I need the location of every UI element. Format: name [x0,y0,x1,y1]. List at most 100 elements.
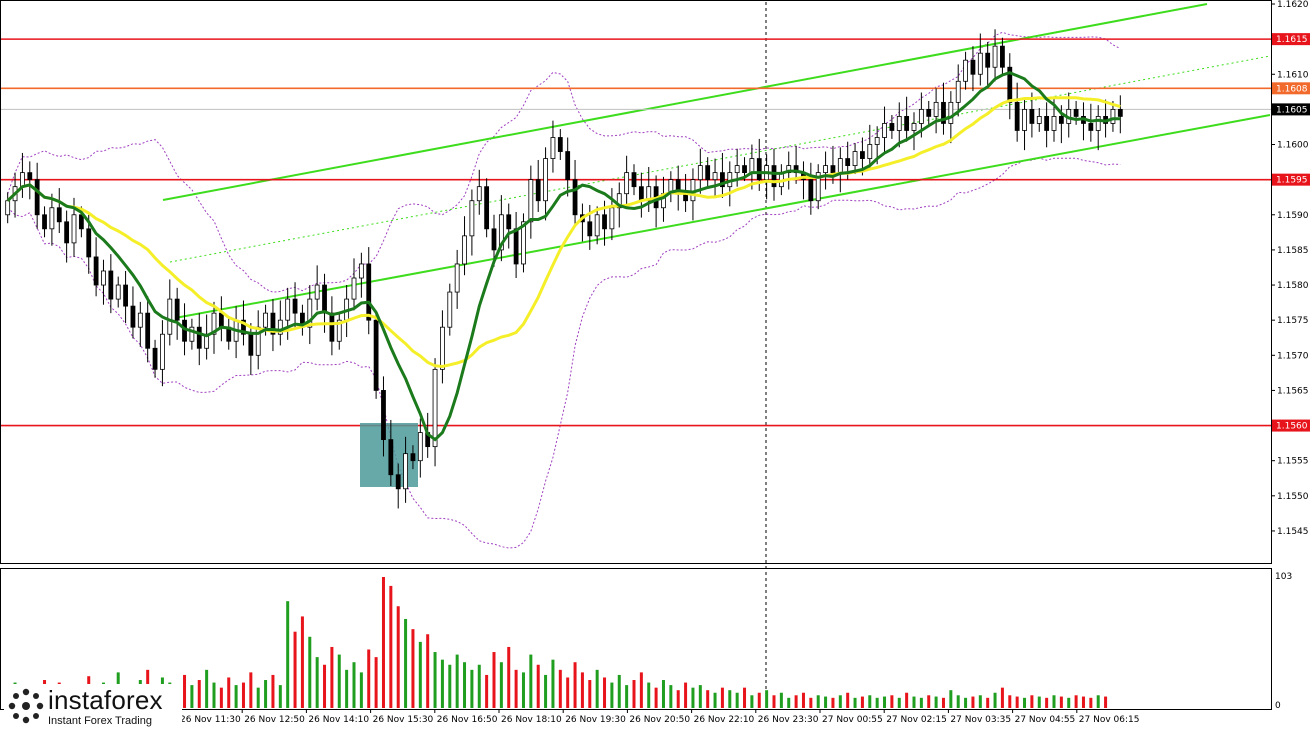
volume-bar [1008,695,1012,708]
candle-bull [609,207,615,230]
volume-bar [544,674,548,708]
volume-bar [625,685,629,708]
volume-bar [890,695,894,708]
candle-bull [896,116,902,131]
candle-bull [933,101,939,117]
candle-bear [1044,116,1050,131]
volume-bar [632,680,636,708]
volume-bar [330,646,334,708]
candle-bull [852,151,858,166]
candle-bear [218,312,224,328]
volume-bar [337,654,341,708]
volume-bar [757,692,761,708]
volume-bar [507,646,511,708]
trend-channel [162,3,1271,319]
candle-bear [34,179,40,216]
price-tick-label: 1.1575 [1277,316,1309,326]
volume-bar [1096,695,1100,708]
candle-bear [1117,108,1123,117]
volume-bar [794,695,798,708]
time-tick-label: 26 Nov 11:30 [180,715,241,725]
candle-bull [189,326,195,342]
volume-bar [610,682,614,708]
candle-bull [963,59,968,82]
candle-bear [1058,116,1064,124]
time-tick-label: 26 Nov 12:50 [244,715,305,725]
level-tag [1272,419,1310,432]
candle-bear [1073,108,1079,117]
volume-bar [440,659,444,708]
volume-bar [1030,695,1034,708]
price-tick-label: 1.1600 [1277,141,1309,151]
candle-bear [130,305,136,328]
volume-bar [499,662,503,708]
volume-bar [404,618,408,708]
volume-bar [706,690,710,708]
current-price-tag [1272,103,1310,116]
volume-bar [396,606,400,708]
time-tick-label: 27 Nov 02:15 [886,715,947,725]
volume-bar [536,664,540,708]
volume-bar [1081,696,1085,708]
candle-bear [270,312,276,335]
volume-bar [691,687,695,708]
volume-bar [595,669,599,708]
candle-bear [808,179,814,202]
volume-bar [426,634,430,708]
candle-bear [322,284,327,314]
candle-bear [329,312,335,342]
candle-bear [108,270,114,300]
volume-bar [227,677,231,708]
candle-bear [78,214,84,230]
volume-bar [580,672,584,708]
channel-lower-line [174,114,1271,319]
volume-bar [463,662,467,708]
volume-bar [964,697,968,708]
volume-bar [521,672,525,708]
volume-bar [816,695,820,708]
volume-bar [824,696,828,708]
candle-bull [823,165,828,174]
time-tick-label: 26 Nov 22:10 [694,715,755,725]
volume-bar [278,685,282,708]
candle-bear [86,228,92,258]
level-tag [1272,173,1310,186]
candle-bull [837,158,843,174]
candle-bear [64,221,70,244]
volume-bar [367,649,371,708]
ma-slow-line [6,96,1121,369]
current-price-label: 1.1605 [1276,105,1308,115]
volume-bar [838,695,842,708]
price-tick-label: 1.1545 [1277,527,1309,537]
volume-bar [234,685,238,708]
volume-bar [323,664,327,708]
candle-bear [1029,108,1035,124]
candle-bear [381,390,386,441]
volume-bar [654,687,658,708]
candle-bear [145,312,151,349]
candle-bear [565,151,571,181]
candle-bull [594,214,600,237]
candle-bull [160,333,165,370]
volume-bar [205,669,209,708]
volume-bar [212,682,216,708]
volume-bar [735,692,739,708]
volume-bar [971,696,975,708]
candle-bull [749,158,755,174]
candle-bear [904,116,910,131]
volume-bar [779,692,783,708]
candle-bull [911,123,917,131]
volume-bar [956,695,960,708]
volume-bar [831,697,835,708]
volume-bar [1045,697,1049,708]
candle-bull [115,284,121,300]
candle-bull [417,432,423,462]
volume-bar [868,695,872,708]
candle-bull [167,298,173,335]
volume-bar [809,697,813,708]
volume-bar [905,692,909,708]
candle-bear [123,284,128,307]
candle-bear [506,214,512,230]
volume-bar [352,662,356,708]
